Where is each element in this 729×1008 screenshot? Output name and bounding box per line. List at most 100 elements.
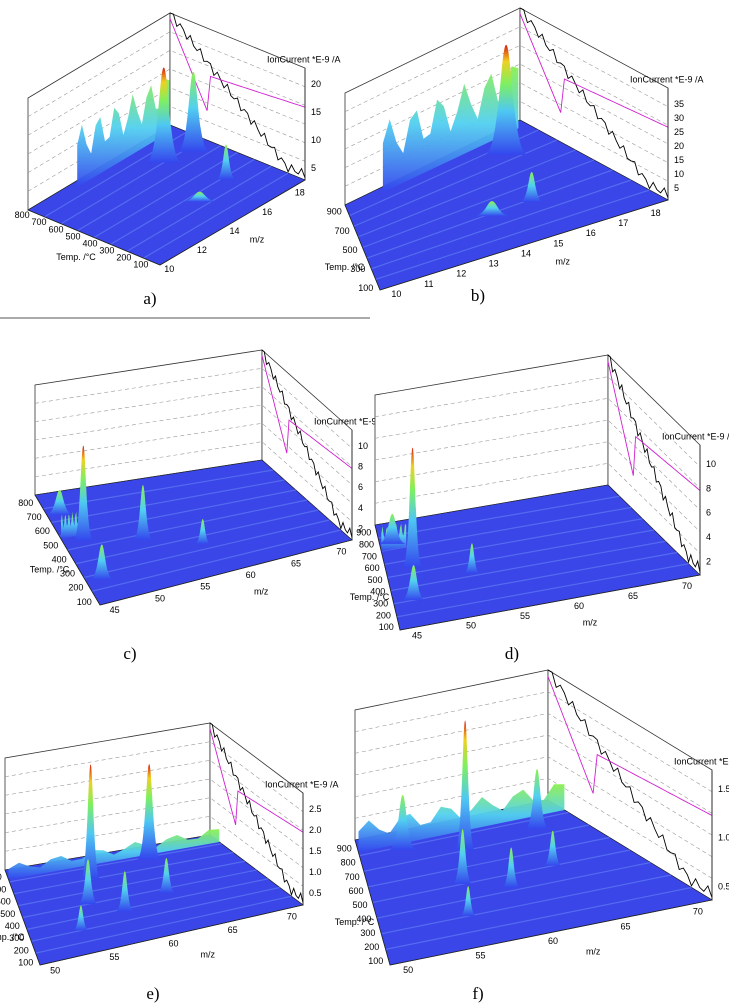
surface-peak [177,71,210,152]
floor-ridge [363,824,590,872]
z-tick-label: 8 [706,483,711,493]
z-tick-label: 35 [674,99,684,109]
wall-grid [354,756,713,857]
floor-ridge [384,518,643,565]
temp-tick-label: 800 [359,539,374,549]
mz-tick-label: 60 [246,570,256,580]
temp-tick-label: 300 [360,928,375,938]
mz-tick-label: 60 [548,936,558,946]
trace [547,676,713,816]
surface-peak [484,44,529,155]
surface-peak [80,764,101,880]
z-tick-label: 20 [674,141,684,151]
floor-ridge [67,499,308,551]
mz-tick-label: 65 [620,921,630,931]
mz-tick-label: 16 [262,207,272,217]
mz-axis-title: m/z [201,949,216,959]
surface-peak [72,905,89,931]
front-edge [344,199,669,291]
wall-grid [34,422,353,504]
z-tick-label: 6 [706,508,711,518]
temp-tick-label: 800 [18,498,33,508]
floor-ridge [26,878,269,930]
trace [519,7,669,199]
temp-tick-label: 200 [68,583,83,593]
surface-peak [137,764,162,860]
floor-ridge [77,145,221,232]
temp-axis-title: Temp. /°C [30,564,70,574]
panel-label: e) [146,984,159,1003]
temp-tick-label: 900 [337,844,352,854]
wall-grid [34,404,353,486]
trace [169,12,306,179]
floor-ridge [31,886,280,942]
temp-axis-title: Temp. /°C [56,252,96,262]
temp-axis-title: Temp. /°C [325,262,365,272]
temp-tick-label: 100 [379,622,394,632]
wall-grid [27,105,306,192]
surface-peak [525,769,550,829]
z-tick-label: 4 [706,532,711,542]
wall-grid [34,386,353,467]
z-tick-label: 10 [706,459,716,469]
mz-tick-label: 55 [109,952,119,962]
z-tick-label: 30 [674,113,684,123]
z-axis-title: IonCurrent *E-9 /A [265,779,339,789]
temp-tick-label: 800 [341,858,356,868]
floor-ridge [368,836,610,888]
mz-tick-label: 50 [466,621,476,631]
temp-tick-label: 700 [345,872,360,882]
surface-peak [115,871,134,912]
z-tick-label: 25 [674,127,684,137]
temp-axis-title: Temp. /°C [350,592,390,602]
mz-tick-label: 17 [618,218,628,228]
mz-tick-label: 16 [586,228,596,238]
floor-ridge [381,874,672,935]
mz-tick-label: 10 [164,264,174,274]
floor-ridge [375,189,650,280]
floor-ridge [362,159,595,249]
surface-peak [455,720,476,851]
mz-tick-label: 60 [574,601,584,611]
front-edge [374,524,701,631]
mz-tick-label: 14 [229,226,239,236]
floor-ridge [387,529,655,579]
mz-tick-label: 18 [295,188,305,198]
surface-peak [460,886,477,917]
wall-grid [27,68,306,155]
floor-ridge [35,895,292,954]
temp-tick-label: 600 [0,897,11,907]
temp-tick-label: 400 [82,238,97,248]
z-tick-label: 2.5 [309,804,322,814]
surface-peak [216,144,237,180]
temp-tick-label: 200 [364,942,379,952]
temp-tick-label: 700 [32,217,47,227]
surface-ridge [61,511,80,539]
wall-grid [354,712,713,814]
surface-peak [463,543,480,574]
panel-label: f) [472,984,483,1003]
trace [607,361,701,491]
surface-peak [157,858,176,893]
surface-peak [89,544,114,580]
mz-tick-label: 55 [476,951,486,961]
z-axis-title: IonCurrent *E-9 /A [674,756,729,766]
z-tick-label: 1.0 [718,833,729,843]
temp-tick-label: 800 [0,872,2,882]
z-tick-label: 15 [311,107,321,117]
wall-grid [354,734,713,836]
surface-peak [401,565,426,601]
surface-peak [194,519,211,544]
temp-tick-label: 400 [370,587,385,597]
mz-tick-label: 70 [336,547,346,557]
surface-peak [388,795,417,850]
temp-tick-label: 500 [0,909,15,919]
temp-tick-label: 100 [18,958,33,968]
surface-peak [402,447,423,568]
wall-grid [344,26,669,112]
temp-tick-label: 700 [362,551,377,561]
temp-tick-label: 300 [373,599,388,609]
mz-axis-title: m/z [250,234,265,244]
temp-axis-title: Temp. /°C [0,932,25,942]
z-tick-label: 5 [311,163,316,173]
